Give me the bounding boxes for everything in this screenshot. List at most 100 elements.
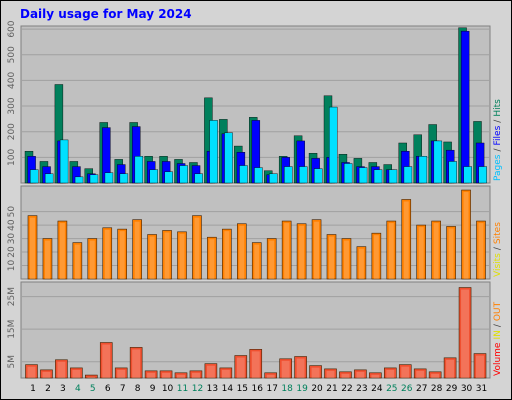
bar-highlight — [401, 366, 410, 378]
x-tick-label: 8 — [135, 384, 141, 394]
bar — [446, 226, 456, 280]
x-tick-label: 15 — [237, 384, 248, 394]
legend: Visits / Sites — [493, 222, 503, 277]
bar-highlight — [448, 228, 454, 279]
bar — [296, 223, 307, 280]
bar-highlight — [284, 223, 290, 279]
bar — [433, 140, 443, 184]
bar — [239, 165, 248, 184]
bar — [164, 171, 173, 184]
bar — [70, 367, 83, 379]
bar — [428, 371, 442, 379]
bar-highlight — [179, 233, 185, 279]
bar-highlight — [27, 366, 36, 378]
x-tick-label: 12 — [192, 384, 203, 394]
bar — [339, 371, 352, 379]
bar-highlight — [209, 239, 215, 279]
bar-highlight — [403, 201, 409, 279]
x-tick-label: 19 — [296, 384, 308, 394]
bar-highlight — [386, 369, 395, 378]
bar — [448, 161, 457, 184]
bar — [314, 168, 323, 184]
bar — [299, 166, 308, 184]
bar — [476, 220, 486, 280]
x-tick-label: 10 — [162, 384, 174, 394]
bar — [219, 367, 233, 379]
bar — [311, 219, 322, 280]
x-tick-label: 23 — [356, 384, 367, 394]
y-tick-label: 400 — [7, 72, 17, 89]
bar — [343, 163, 353, 184]
bar-highlight — [74, 244, 80, 279]
bar-highlight — [446, 359, 455, 378]
x-tick-label: 9 — [150, 384, 156, 394]
legend-item: Volume — [493, 342, 503, 376]
bar-highlight — [311, 367, 320, 378]
bar — [55, 359, 68, 379]
bar — [149, 169, 159, 184]
x-tick-label: 26 — [401, 384, 413, 394]
x-tick-label: 28 — [431, 384, 443, 394]
x-tick-label: 11 — [177, 384, 188, 394]
legend-item: Visits — [493, 253, 503, 277]
x-tick-label: 3 — [60, 384, 66, 394]
bar-highlight — [42, 371, 51, 378]
x-tick-label: 17 — [266, 384, 277, 394]
bar — [403, 166, 413, 184]
legend-item: OUT — [493, 301, 503, 321]
bar-highlight — [476, 355, 484, 378]
x-tick-label: 16 — [252, 384, 264, 394]
bar-highlight — [341, 373, 350, 378]
bar — [209, 120, 218, 184]
bar-highlight — [269, 240, 275, 279]
bar-highlight — [461, 289, 470, 378]
bar — [443, 357, 457, 379]
bar — [478, 166, 487, 184]
bar-highlight — [149, 236, 155, 279]
y-tick-label: 600 — [7, 20, 17, 37]
bar — [254, 167, 263, 184]
bar — [207, 236, 217, 280]
bar — [59, 139, 69, 184]
legend-item: Sites — [493, 222, 503, 244]
bar — [102, 227, 113, 280]
bar-highlight — [373, 235, 379, 279]
bar — [284, 166, 293, 184]
bar — [74, 176, 84, 184]
bar — [132, 219, 142, 280]
bar — [234, 355, 248, 379]
bar — [162, 230, 172, 280]
bar-highlight — [299, 225, 305, 279]
bar — [27, 215, 38, 280]
bar-highlight — [30, 217, 35, 279]
bar — [279, 358, 292, 379]
x-tick-label: 14 — [222, 384, 234, 394]
x-tick-label: 31 — [476, 384, 487, 394]
x-tick-label: 5 — [90, 384, 96, 394]
bar-highlight — [236, 357, 245, 378]
legend-item: Pages — [493, 154, 503, 181]
bar — [388, 169, 398, 184]
bar — [147, 234, 157, 280]
bar-highlight — [221, 369, 230, 378]
bar — [371, 232, 382, 280]
bar-highlight — [418, 227, 424, 279]
bar — [104, 172, 114, 184]
bar-highlight — [266, 374, 275, 378]
bar — [42, 238, 53, 280]
bar-highlight — [162, 372, 171, 378]
bar — [431, 220, 441, 280]
bar — [383, 367, 397, 379]
bar-highlight — [177, 374, 185, 378]
bar — [30, 169, 39, 184]
bar-highlight — [314, 221, 320, 279]
bar — [281, 220, 292, 280]
x-tick-label: 6 — [105, 384, 111, 394]
bar-highlight — [72, 369, 81, 378]
bar — [224, 132, 233, 184]
x-tick-label: 22 — [341, 384, 352, 394]
bar — [463, 166, 472, 184]
x-tick-label: 25 — [386, 384, 397, 394]
